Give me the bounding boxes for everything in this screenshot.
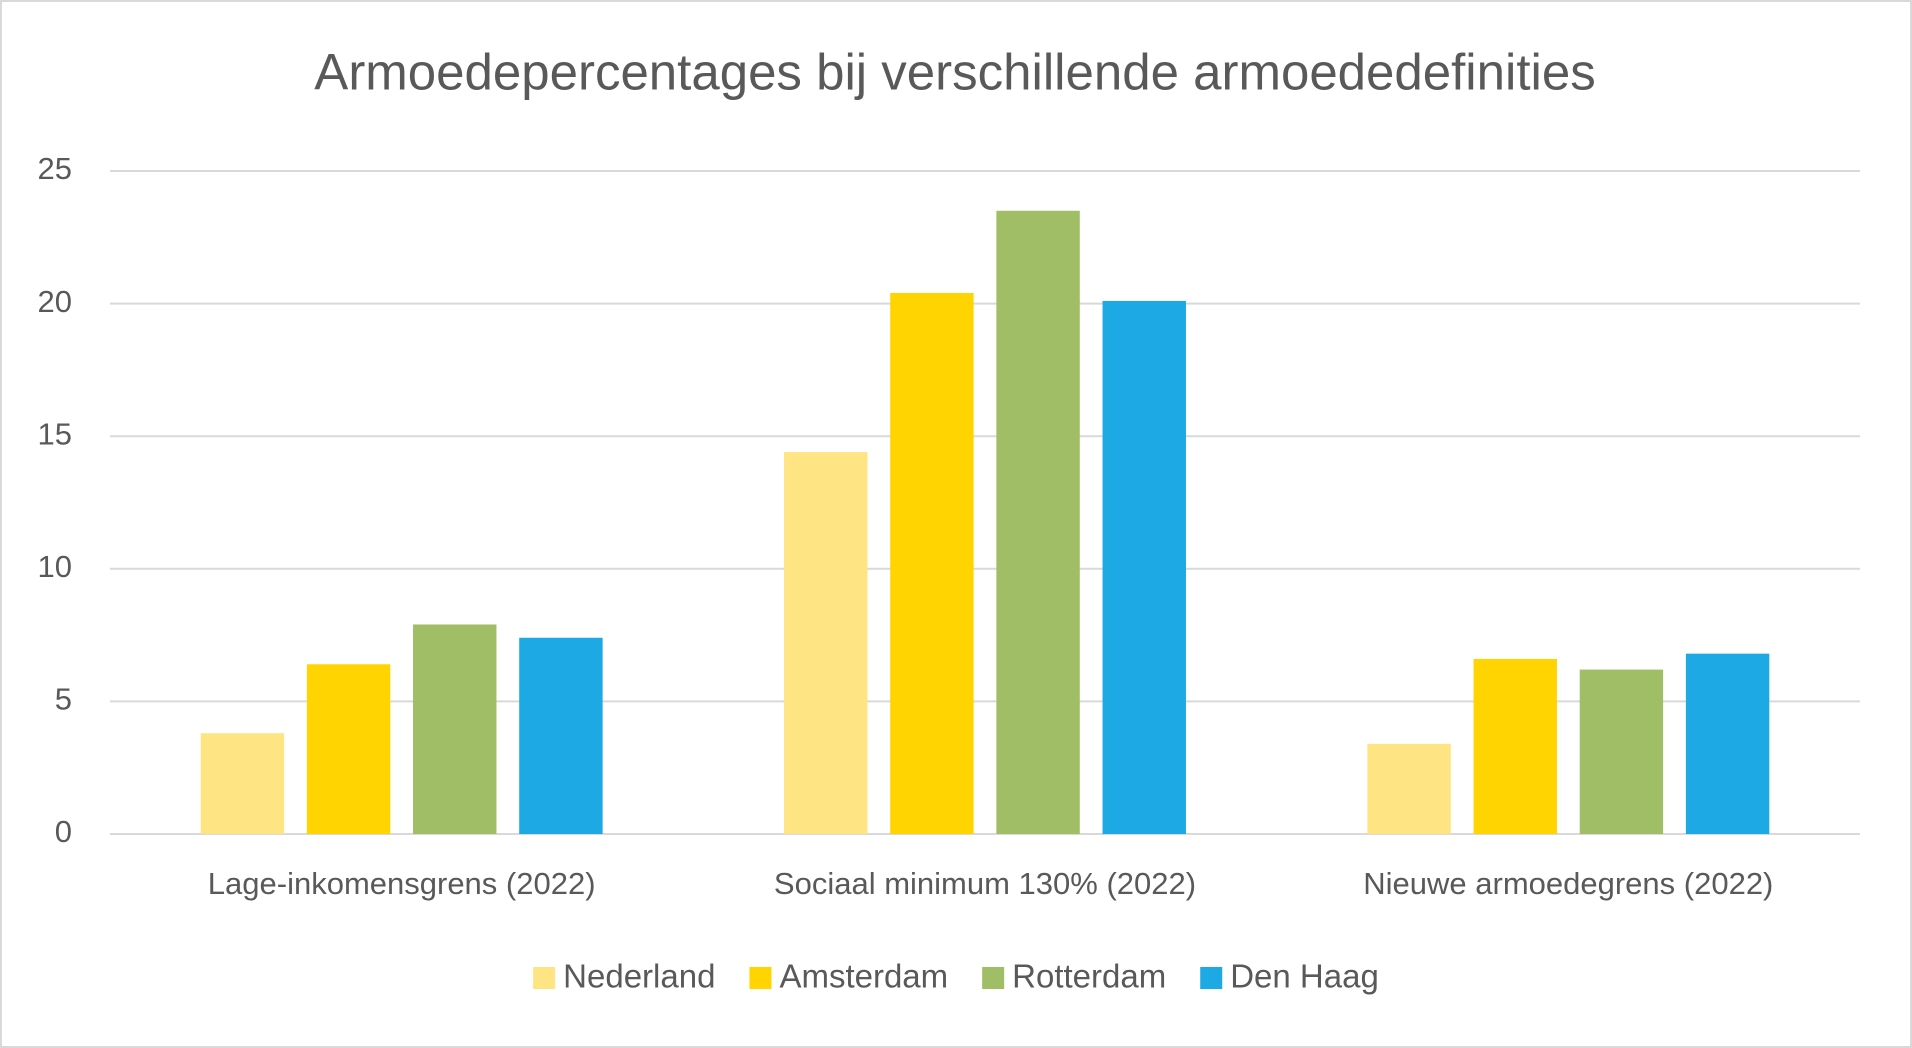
bar: [1579, 669, 1664, 834]
y-tick-label: 15: [38, 416, 72, 451]
bar: [890, 292, 974, 834]
y-tick-label: 0: [55, 814, 72, 849]
legend-swatch: [533, 967, 556, 989]
legend-label: Amsterdam: [779, 958, 948, 995]
y-tick-label: 10: [38, 549, 72, 584]
bar: [413, 624, 497, 834]
x-tick-label: Nieuwe armoedegrens (2022): [1363, 866, 1773, 901]
legend-label: Den Haag: [1230, 958, 1379, 995]
legend-swatch: [749, 967, 772, 989]
chart-title: Armoedepercentages bij verschillende arm…: [314, 43, 1595, 100]
bar: [1102, 300, 1186, 834]
bar: [1367, 743, 1451, 834]
x-tick-label: Lage-inkomensgrens (2022): [208, 866, 596, 901]
legend-swatch: [1200, 967, 1223, 989]
bar: [1473, 658, 1557, 834]
legend-label: Rotterdam: [1012, 958, 1166, 995]
bar: [519, 637, 603, 834]
bar: [200, 733, 285, 834]
legend-swatch: [982, 967, 1005, 989]
bar: [996, 210, 1080, 834]
legend-label: Nederland: [563, 958, 715, 995]
y-tick-label: 5: [55, 682, 72, 717]
x-tick-label: Sociaal minimum 130% (2022): [774, 866, 1196, 901]
bar: [1685, 653, 1770, 834]
y-tick-label: 20: [38, 284, 72, 319]
bar: [306, 664, 391, 834]
bar: [784, 452, 868, 834]
y-tick-label: 25: [38, 151, 72, 186]
